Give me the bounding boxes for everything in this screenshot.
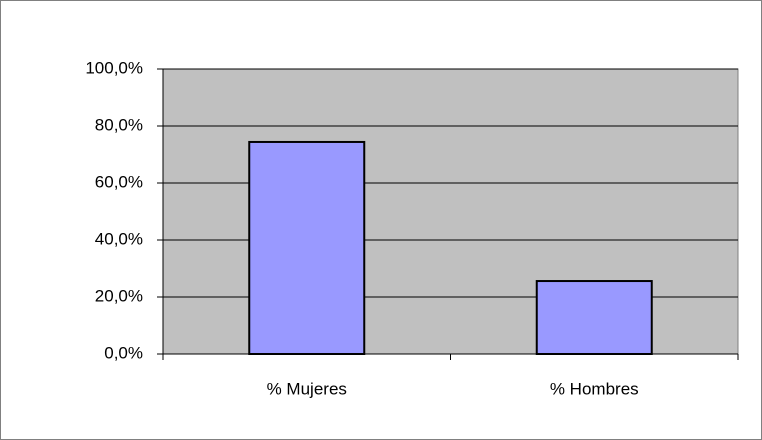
- y-tick-label: 100,0%: [85, 58, 143, 77]
- y-tick-label: 40,0%: [95, 229, 143, 248]
- bar: [248, 140, 366, 355]
- y-tick-label: 80,0%: [95, 115, 143, 134]
- y-tick-label: 20,0%: [95, 286, 143, 305]
- y-tick-label: 60,0%: [95, 172, 143, 191]
- bar: [535, 280, 653, 356]
- x-tick-label: % Mujeres: [267, 379, 347, 398]
- y-tick-label: 0,0%: [104, 343, 143, 362]
- x-tick-label: % Hombres: [550, 379, 639, 398]
